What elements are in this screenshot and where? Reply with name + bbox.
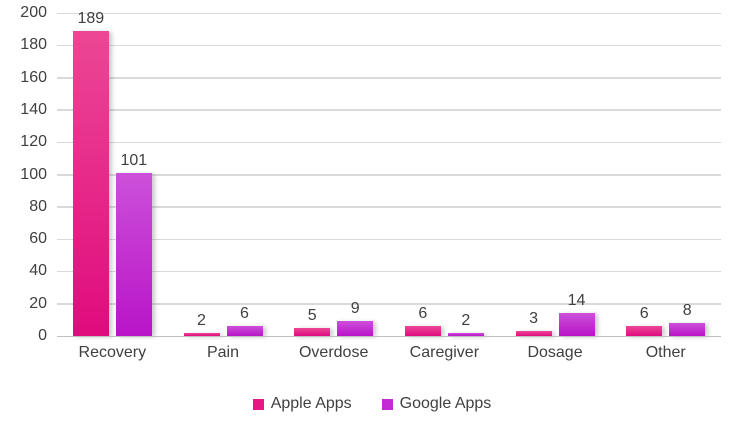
- bar-google-dosage: [558, 313, 595, 336]
- value-label: 2: [197, 311, 206, 329]
- bar-groups: 189 101 2 6 5 9 6 2 3 14 6 8: [57, 10, 721, 336]
- bar-wrap: 2: [183, 312, 220, 336]
- bar-apple-pain: [183, 332, 220, 336]
- bar-wrap: 14: [558, 292, 595, 336]
- value-label: 5: [307, 306, 317, 324]
- legend-item-google: Google Apps: [381, 395, 492, 413]
- gridline: [57, 174, 721, 176]
- bar-wrap: 6: [626, 305, 663, 336]
- value-label: 6: [639, 305, 649, 323]
- legend-label: Apple Apps: [270, 395, 352, 412]
- gridline: [57, 206, 721, 208]
- value-label: 14: [567, 292, 586, 310]
- bar-wrap: 2: [447, 312, 484, 336]
- bar-apple-overdose: [294, 327, 331, 336]
- gridline: [57, 77, 721, 79]
- category-group-recovery: 189 101: [57, 10, 168, 336]
- y-tick-label: 200: [20, 4, 47, 21]
- y-tick-label: 40: [29, 262, 47, 280]
- bar-apple-dosage: [515, 331, 552, 336]
- gridline: [57, 303, 721, 305]
- legend-label: Google Apps: [399, 395, 492, 412]
- value-label: 9: [350, 300, 360, 318]
- value-label: 6: [418, 305, 428, 323]
- plot-area: 189 101 2 6 5 9 6 2 3 14 6 8: [57, 10, 721, 337]
- bar-google-overdose: [337, 321, 374, 336]
- bar-apple-recovery: [72, 30, 109, 336]
- y-tick-label: 100: [20, 165, 47, 183]
- y-axis: 0 20 40 60 80 100 120 140 160 180 200: [0, 4, 47, 344]
- bar-apple-caregiver: [404, 326, 441, 336]
- bar-google-pain: [226, 326, 263, 336]
- x-category-label-dosage: Dosage: [527, 344, 583, 361]
- bar-wrap: 9: [337, 300, 374, 336]
- bar-wrap: 5: [294, 307, 331, 336]
- gridline: [57, 141, 721, 144]
- bar-wrap: 3: [515, 310, 552, 336]
- value-label: 2: [461, 311, 471, 329]
- bar-wrap: 101: [115, 152, 152, 336]
- bar-apple-other: [626, 326, 663, 336]
- gridline: [57, 238, 721, 241]
- bar-wrap: 189: [72, 10, 109, 336]
- gridline: [57, 109, 721, 111]
- legend: Apple Apps Google Apps: [0, 395, 744, 413]
- gridline: [57, 12, 721, 14]
- x-axis-labels: Recovery Pain Overdose Caregiver Dosage Other: [57, 344, 721, 362]
- y-tick-label: 120: [20, 133, 47, 151]
- y-tick-label: 180: [20, 36, 47, 54]
- y-tick-label: 140: [20, 100, 47, 118]
- y-tick-label: 20: [29, 294, 47, 312]
- y-tick-label: 0: [38, 327, 47, 344]
- x-axis-line: [57, 335, 721, 337]
- legend-color-swatch-google: [381, 398, 393, 410]
- x-category-label-pain: Pain: [206, 344, 240, 361]
- bar-wrap: 6: [226, 305, 263, 336]
- bar-google-recovery: [115, 172, 152, 336]
- legend-color-swatch-apple: [252, 398, 264, 410]
- x-category-label-other: Other: [645, 344, 686, 361]
- y-tick-label: 60: [29, 230, 47, 248]
- value-label: 3: [529, 310, 538, 328]
- bar-wrap: 6: [404, 305, 441, 336]
- value-label: 101: [120, 151, 148, 169]
- x-category-label-caregiver: Caregiver: [409, 344, 480, 361]
- value-label: 189: [77, 9, 105, 27]
- y-tick-label: 80: [29, 197, 47, 215]
- bar-google-caregiver: [447, 332, 484, 336]
- value-label: 6: [240, 305, 249, 323]
- gridline: [57, 44, 721, 47]
- value-label: 8: [682, 302, 692, 320]
- x-category-label-recovery: Recovery: [78, 344, 147, 361]
- legend-item-apple: Apple Apps: [252, 395, 352, 413]
- x-category-label-overdose: Overdose: [298, 344, 369, 361]
- bar-google-other: [669, 323, 706, 336]
- bar-wrap: 8: [669, 302, 706, 336]
- category-group-dosage: 3 14: [500, 13, 611, 336]
- gridline: [57, 270, 721, 273]
- y-tick-label: 160: [20, 68, 47, 86]
